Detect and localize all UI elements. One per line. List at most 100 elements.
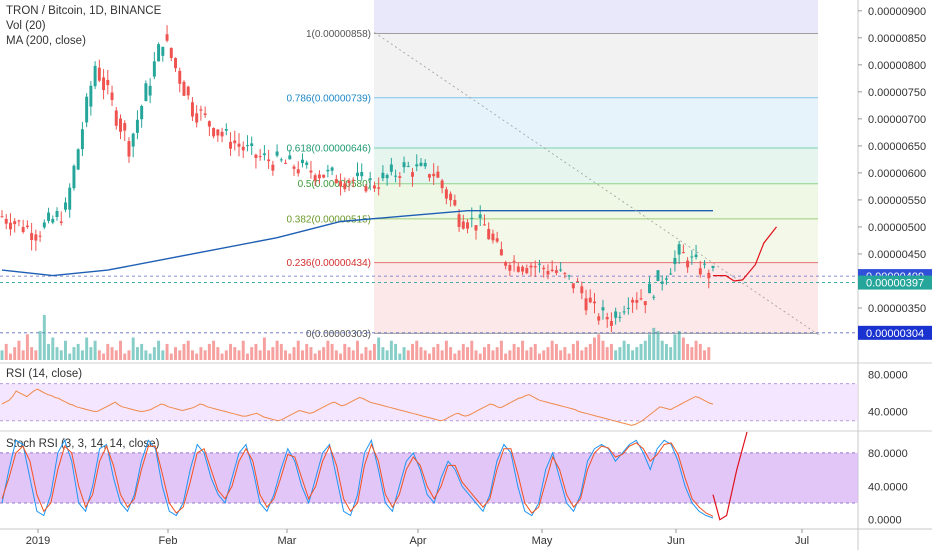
candle-body: [508, 265, 512, 271]
fib-zone: [374, 0, 818, 34]
candle-body: [381, 172, 385, 179]
candle-body: [334, 179, 338, 184]
candle-body: [288, 155, 292, 160]
volume-bar: [402, 347, 406, 360]
volume-bar: [474, 350, 478, 360]
candle-body: [406, 165, 410, 167]
volume-bar: [267, 350, 271, 360]
volume-bar: [609, 343, 613, 360]
volume-bar: [669, 347, 673, 360]
volume-bar: [199, 347, 203, 360]
stoch-d-line: [1, 442, 714, 517]
volume-bar: [664, 343, 668, 360]
volume-bar: [93, 340, 97, 360]
candle-body: [372, 185, 376, 189]
candle-body: [161, 46, 165, 56]
fib-level-label: 1(0.00000858): [306, 29, 371, 40]
candle-body: [114, 110, 118, 126]
volume-bar: [461, 343, 465, 360]
price-label-value: 0.00000304: [866, 328, 924, 340]
volume-bar: [106, 343, 110, 360]
volume-bar: [681, 337, 685, 360]
candle-body: [182, 81, 186, 96]
candle-body: [229, 141, 233, 149]
candle-body: [571, 283, 575, 289]
volume-bar: [648, 334, 651, 360]
candle-body: [203, 113, 207, 115]
candle-body: [588, 297, 592, 303]
candle-body: [648, 283, 651, 294]
rsi-axis-label: 80.0000: [868, 369, 908, 381]
volume-bar: [30, 347, 34, 360]
volume-bar: [13, 347, 17, 360]
volume-bar: [17, 340, 21, 360]
candle-body: [140, 106, 144, 120]
volume-bar: [356, 340, 359, 360]
volume-bar: [334, 350, 338, 360]
volume-bar: [351, 350, 355, 360]
volume-bar: [457, 350, 461, 360]
volume-bar: [703, 350, 707, 360]
volume-bar: [271, 347, 275, 360]
candle-body: [614, 311, 618, 318]
price-label-value: 0.00000397: [866, 278, 924, 290]
candle-body: [398, 176, 402, 178]
candle-body: [21, 227, 25, 232]
fib-level-label: 0(0.00000303): [306, 329, 371, 340]
candle-body: [626, 307, 630, 309]
volume-bar: [529, 347, 533, 360]
volume-bar: [169, 353, 173, 360]
volume-bar: [436, 343, 440, 360]
candle-body: [597, 316, 601, 321]
volume-bar: [174, 347, 177, 360]
candle-body: [220, 131, 224, 137]
volume-bar: [622, 340, 626, 360]
candle-body: [567, 275, 571, 277]
price-axis-label: 0.00000350: [868, 303, 926, 315]
volume-bar: [576, 340, 580, 360]
candle-body: [550, 269, 554, 272]
volume-bar: [76, 343, 80, 360]
candle-body: [419, 162, 423, 166]
candle-body: [38, 235, 42, 237]
volume-bar: [533, 343, 537, 360]
candle-body: [135, 119, 139, 133]
candle-body: [55, 210, 59, 218]
candle-body: [144, 83, 148, 102]
candle-body: [106, 80, 110, 86]
candle-body: [72, 165, 76, 189]
candle-body: [267, 159, 271, 162]
candle-body: [326, 169, 330, 172]
volume-bar: [512, 343, 516, 360]
candle-body: [351, 179, 355, 181]
volume-bar: [656, 331, 660, 360]
volume-bar: [64, 340, 67, 360]
volume-bar: [296, 340, 300, 360]
stoch-band: [0, 452, 858, 503]
price-axis-label: 0.00000750: [868, 87, 926, 99]
volume-bar: [398, 353, 402, 360]
candle-body: [51, 218, 55, 223]
symbol-title: TRON / Bitcoin, 1D, BINANCE: [6, 5, 162, 17]
candle-body: [694, 254, 698, 257]
time-axis-label: May: [532, 535, 553, 547]
candle-body: [250, 143, 254, 146]
volume-bar: [482, 347, 486, 360]
volume-bar: [313, 353, 317, 360]
volume-bar: [165, 343, 169, 360]
volume-bar: [686, 343, 690, 360]
stoch-projection-drawing: [712, 431, 748, 521]
volume-bar: [601, 340, 605, 360]
candle-body: [76, 149, 80, 170]
volume-bar: [220, 353, 224, 360]
candle-body: [241, 146, 245, 151]
candle-body: [635, 299, 639, 303]
candle-body: [605, 317, 609, 320]
volume-bar: [275, 340, 279, 360]
candle-body: [343, 183, 347, 190]
volume-bar: [618, 347, 622, 360]
candle-body: [499, 249, 503, 256]
price-axis-label: 0.00000600: [868, 168, 926, 180]
volume-bar: [135, 347, 139, 360]
